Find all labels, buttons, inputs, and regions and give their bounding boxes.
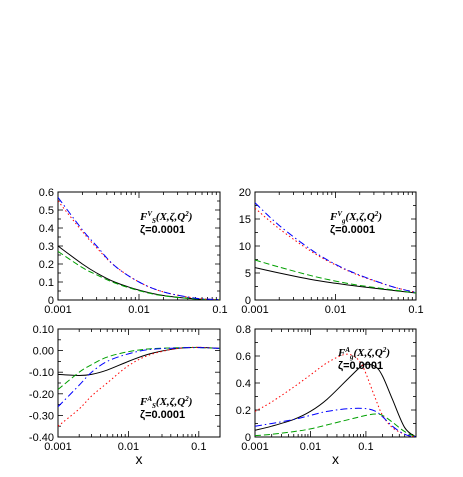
series-line-2	[58, 200, 220, 300]
label-base: F	[139, 396, 148, 408]
y-tick-label: -0.10	[29, 367, 54, 379]
label-base: F	[139, 211, 148, 223]
label-sq: 2	[184, 395, 189, 403]
x-tick-label: 0.01	[300, 441, 321, 453]
x-tick-label: 0.001	[241, 304, 269, 316]
zeta-label: ζ=0.0001	[330, 224, 375, 236]
series-line-0	[255, 363, 416, 437]
series-line-0	[58, 245, 220, 300]
series-line-1	[255, 413, 416, 437]
y-tick-label: 0	[245, 295, 251, 307]
label-base: F	[337, 347, 346, 359]
panel-annotation: FAg(X,ζ,Q2)ζ=0.0001	[337, 346, 390, 372]
panel-F-V-g: 0.001 0.01 0.1 0 5 10 15 20 FVg(X,ζ,Q2)ζ=0.0001	[239, 187, 424, 316]
series-line-1	[58, 347, 220, 390]
zeta-label: ζ=0.0001	[140, 224, 185, 236]
label-sub: S	[152, 217, 156, 225]
y-tick-label: 0.6	[39, 187, 54, 199]
label-args: (X,ζ,Q	[156, 211, 185, 223]
series-line-1	[255, 259, 416, 294]
function-label: FAS(X,ζ,Q2)	[139, 395, 192, 410]
x-axis-label: x	[136, 451, 143, 467]
plot-frame	[254, 328, 417, 438]
label-sq: 2	[374, 210, 379, 218]
series-line-1	[58, 250, 220, 300]
series-line-3	[58, 197, 220, 300]
y-tick-label: -0.20	[29, 389, 54, 401]
y-tick-label: -0.40	[29, 432, 54, 444]
label-args: (X,ζ,Q	[156, 396, 185, 408]
function-label: FVS(X,ζ,Q2)	[139, 210, 192, 225]
y-tick-label: 0.2	[39, 259, 54, 271]
function-label: FAg(X,ζ,Q2)	[337, 346, 390, 361]
label-close: )	[385, 347, 390, 359]
series-line-2	[255, 353, 416, 437]
y-tick-label: 0.5	[39, 205, 54, 217]
y-tick-label: 0.00	[33, 346, 54, 358]
function-label: FVg(X,ζ,Q2)	[329, 210, 382, 225]
series-line-0	[255, 267, 416, 294]
label-sup: V	[337, 210, 343, 218]
label-sup: A	[344, 346, 350, 354]
x-tick-label: 0.01	[118, 441, 139, 453]
plot-frame	[57, 191, 221, 301]
y-tick-label: 0	[245, 432, 251, 444]
y-tick-label: 5	[245, 268, 251, 280]
panel-F-A-g: 0.001 0.01 0.1 0 0.2 0.4 0.6 0.8 x FAg(X,ζ,Q2)ζ=0…	[236, 324, 417, 467]
series-line-3	[255, 202, 416, 293]
y-tick-label: 0.4	[39, 223, 54, 235]
label-sup: V	[147, 210, 153, 218]
x-tick-label: 0.001	[44, 441, 72, 453]
label-close: )	[188, 396, 193, 408]
y-tick-label: 0.10	[33, 324, 54, 336]
label-close: )	[377, 211, 382, 223]
y-tick-label: 0.1	[39, 277, 54, 289]
y-tick-label: 0.6	[236, 351, 251, 363]
label-args: (X,ζ,Q	[346, 211, 375, 223]
x-tick-label: 0.01	[325, 304, 346, 316]
panel-F-V-S: 0.001 0.01 0.1 0 0.1 0.2 0.3 0.4 0.5 0.6 FVS(X,ζ,Q…	[39, 187, 228, 316]
panel-F-A-S: 0.001 0.01 0.1 -0.40 -0.30 -0.20 -0.10 0.00 0.10…	[29, 324, 221, 467]
label-sub: S	[152, 402, 156, 410]
y-tick-label: 15	[239, 214, 251, 226]
label-args: (X,ζ,Q	[354, 347, 383, 359]
y-tick-label: -0.30	[29, 410, 54, 422]
x-tick-label: 0.1	[408, 304, 423, 316]
label-sup: A	[146, 395, 152, 403]
y-tick-label: 0.3	[39, 241, 54, 253]
label-sub: g	[341, 217, 346, 225]
x-tick-label: 0.1	[212, 304, 227, 316]
series-line-3	[255, 407, 416, 437]
y-tick-label: 10	[239, 241, 251, 253]
y-tick-label: 0.8	[236, 324, 251, 336]
x-tick-label: 0.001	[241, 441, 269, 453]
panel-annotation: FAS(X,ζ,Q2)ζ=0.0001	[139, 395, 192, 421]
zeta-label: ζ=0.0001	[140, 409, 185, 421]
panel-annotation: FVS(X,ζ,Q2)ζ=0.0001	[139, 210, 192, 236]
x-axis-label: x	[332, 451, 339, 467]
x-tick-label: 0.01	[128, 304, 149, 316]
panel-annotation: FVg(X,ζ,Q2)ζ=0.0001	[329, 210, 382, 236]
series-line-2	[58, 346, 220, 427]
y-tick-label: 0.2	[236, 405, 251, 417]
label-sub: g	[349, 353, 354, 361]
x-tick-label: 0.001	[44, 304, 72, 316]
series-line-3	[58, 347, 220, 408]
plot-frame	[254, 191, 417, 301]
y-tick-label: 0	[48, 295, 54, 307]
label-base: F	[329, 211, 338, 223]
label-sq: 2	[382, 346, 387, 354]
x-tick-label: 0.1	[191, 441, 206, 453]
x-tick-label: 0.1	[358, 441, 373, 453]
series-line-0	[58, 346, 220, 376]
zeta-label: ζ=0.0001	[338, 360, 383, 372]
label-close: )	[188, 211, 193, 223]
plot-frame	[57, 328, 221, 438]
label-sq: 2	[184, 210, 189, 218]
y-tick-label: 20	[239, 187, 251, 199]
y-tick-label: 0.4	[236, 378, 251, 390]
